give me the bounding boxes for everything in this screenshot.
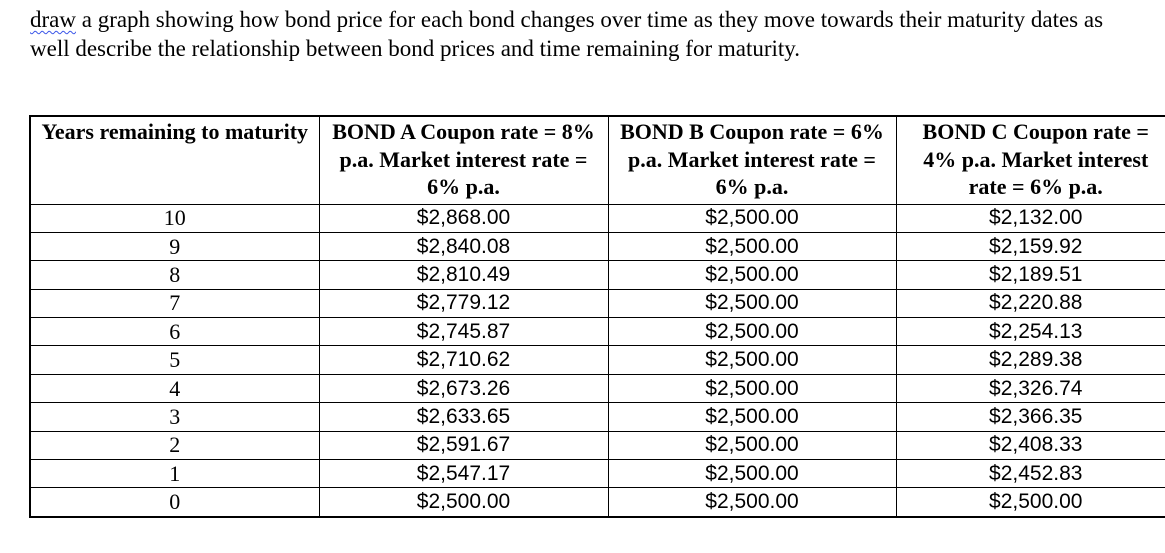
bond-c-cell: $2,289.38 <box>895 345 1165 375</box>
bond-b-cell: $2,500.00 <box>607 373 897 404</box>
bond-b-cell: $2,500.00 <box>607 288 897 319</box>
bond-c-cell: $2,452.83 <box>895 459 1165 489</box>
bond-b-cell: $2,500.00 <box>607 402 897 432</box>
bond-a-cell: $2,673.26 <box>318 373 609 404</box>
years-cell: 5 <box>29 345 320 375</box>
years-cell: 9 <box>29 231 320 262</box>
table-row: 2 $2,591.67 $2,500.00 $2,408.33 <box>29 430 1165 461</box>
bond-a-cell: $2,710.62 <box>318 345 609 375</box>
col-header-years: Years remaining to maturity <box>29 115 320 205</box>
years-cell: 1 <box>29 459 320 489</box>
years-cell: 4 <box>29 373 320 404</box>
bond-a-cell: $2,633.65 <box>318 402 609 432</box>
bond-a-cell: $2,591.67 <box>318 430 609 461</box>
bond-b-cell: $2,500.00 <box>607 260 897 290</box>
table-header-row: Years remaining to maturity BOND A Coupo… <box>29 115 1165 205</box>
years-cell: 6 <box>29 317 320 347</box>
years-cell: 3 <box>29 402 320 432</box>
bond-price-table: Years remaining to maturity BOND A Coupo… <box>29 115 1165 518</box>
bond-b-cell: $2,500.00 <box>607 345 897 375</box>
prompt-line-1-rest: a graph showing how bond price for each … <box>75 7 1104 32</box>
bond-b-cell: $2,500.00 <box>607 203 897 233</box>
table-row: 10 $2,868.00 $2,500.00 $2,132.00 <box>29 203 1165 233</box>
bond-b-cell: $2,500.00 <box>607 231 897 262</box>
bond-c-cell: $2,500.00 <box>895 487 1165 518</box>
bond-c-cell: $2,366.35 <box>895 402 1165 432</box>
years-cell: 8 <box>29 260 320 290</box>
table-row: 6 $2,745.87 $2,500.00 $2,254.13 <box>29 317 1165 347</box>
table-row: 9 $2,840.08 $2,500.00 $2,159.92 <box>29 231 1165 262</box>
prompt-paragraph: draw a graph showing how bond price for … <box>30 5 1103 63</box>
bond-b-cell: $2,500.00 <box>607 459 897 489</box>
bond-c-cell: $2,189.51 <box>895 260 1165 290</box>
table-row: 5 $2,710.62 $2,500.00 $2,289.38 <box>29 345 1165 375</box>
years-cell: 10 <box>29 203 320 233</box>
table-row: 1 $2,547.17 $2,500.00 $2,452.83 <box>29 459 1165 489</box>
bond-b-cell: $2,500.00 <box>607 430 897 461</box>
table-row: 3 $2,633.65 $2,500.00 $2,366.35 <box>29 402 1165 432</box>
bond-c-cell: $2,326.74 <box>895 373 1165 404</box>
bond-c-cell: $2,408.33 <box>895 430 1165 461</box>
bond-b-cell: $2,500.00 <box>607 317 897 347</box>
prompt-line-1: draw a graph showing how bond price for … <box>30 5 1103 34</box>
bond-a-cell: $2,779.12 <box>318 288 609 319</box>
table-row: 8 $2,810.49 $2,500.00 $2,189.51 <box>29 260 1165 290</box>
bond-a-cell: $2,547.17 <box>318 459 609 489</box>
table-row: 7 $2,779.12 $2,500.00 $2,220.88 <box>29 288 1165 319</box>
bond-a-cell: $2,745.87 <box>318 317 609 347</box>
col-header-bond-a: BOND A Coupon rate = 8% p.a. Market inte… <box>318 115 609 205</box>
years-cell: 0 <box>29 487 320 518</box>
bond-a-cell: $2,840.08 <box>318 231 609 262</box>
prompt-line-2: well describe the relationship between b… <box>30 36 801 61</box>
bond-a-cell: $2,868.00 <box>318 203 609 233</box>
bond-a-cell: $2,810.49 <box>318 260 609 290</box>
bond-c-cell: $2,220.88 <box>895 288 1165 319</box>
years-cell: 2 <box>29 430 320 461</box>
bond-c-cell: $2,159.92 <box>895 231 1165 262</box>
table-row: 4 $2,673.26 $2,500.00 $2,326.74 <box>29 373 1165 404</box>
col-header-bond-c: BOND C Coupon rate = 4% p.a. Market inte… <box>895 115 1165 205</box>
table-row: 0 $2,500.00 $2,500.00 $2,500.00 <box>29 487 1165 518</box>
bond-a-cell: $2,500.00 <box>318 487 609 518</box>
years-cell: 7 <box>29 288 320 319</box>
bond-c-cell: $2,132.00 <box>895 203 1165 233</box>
misspelled-word-draw: draw <box>30 7 76 32</box>
bond-b-cell: $2,500.00 <box>607 487 897 518</box>
col-header-bond-b: BOND B Coupon rate = 6% p.a. Market inte… <box>607 115 897 205</box>
bond-c-cell: $2,254.13 <box>895 317 1165 347</box>
